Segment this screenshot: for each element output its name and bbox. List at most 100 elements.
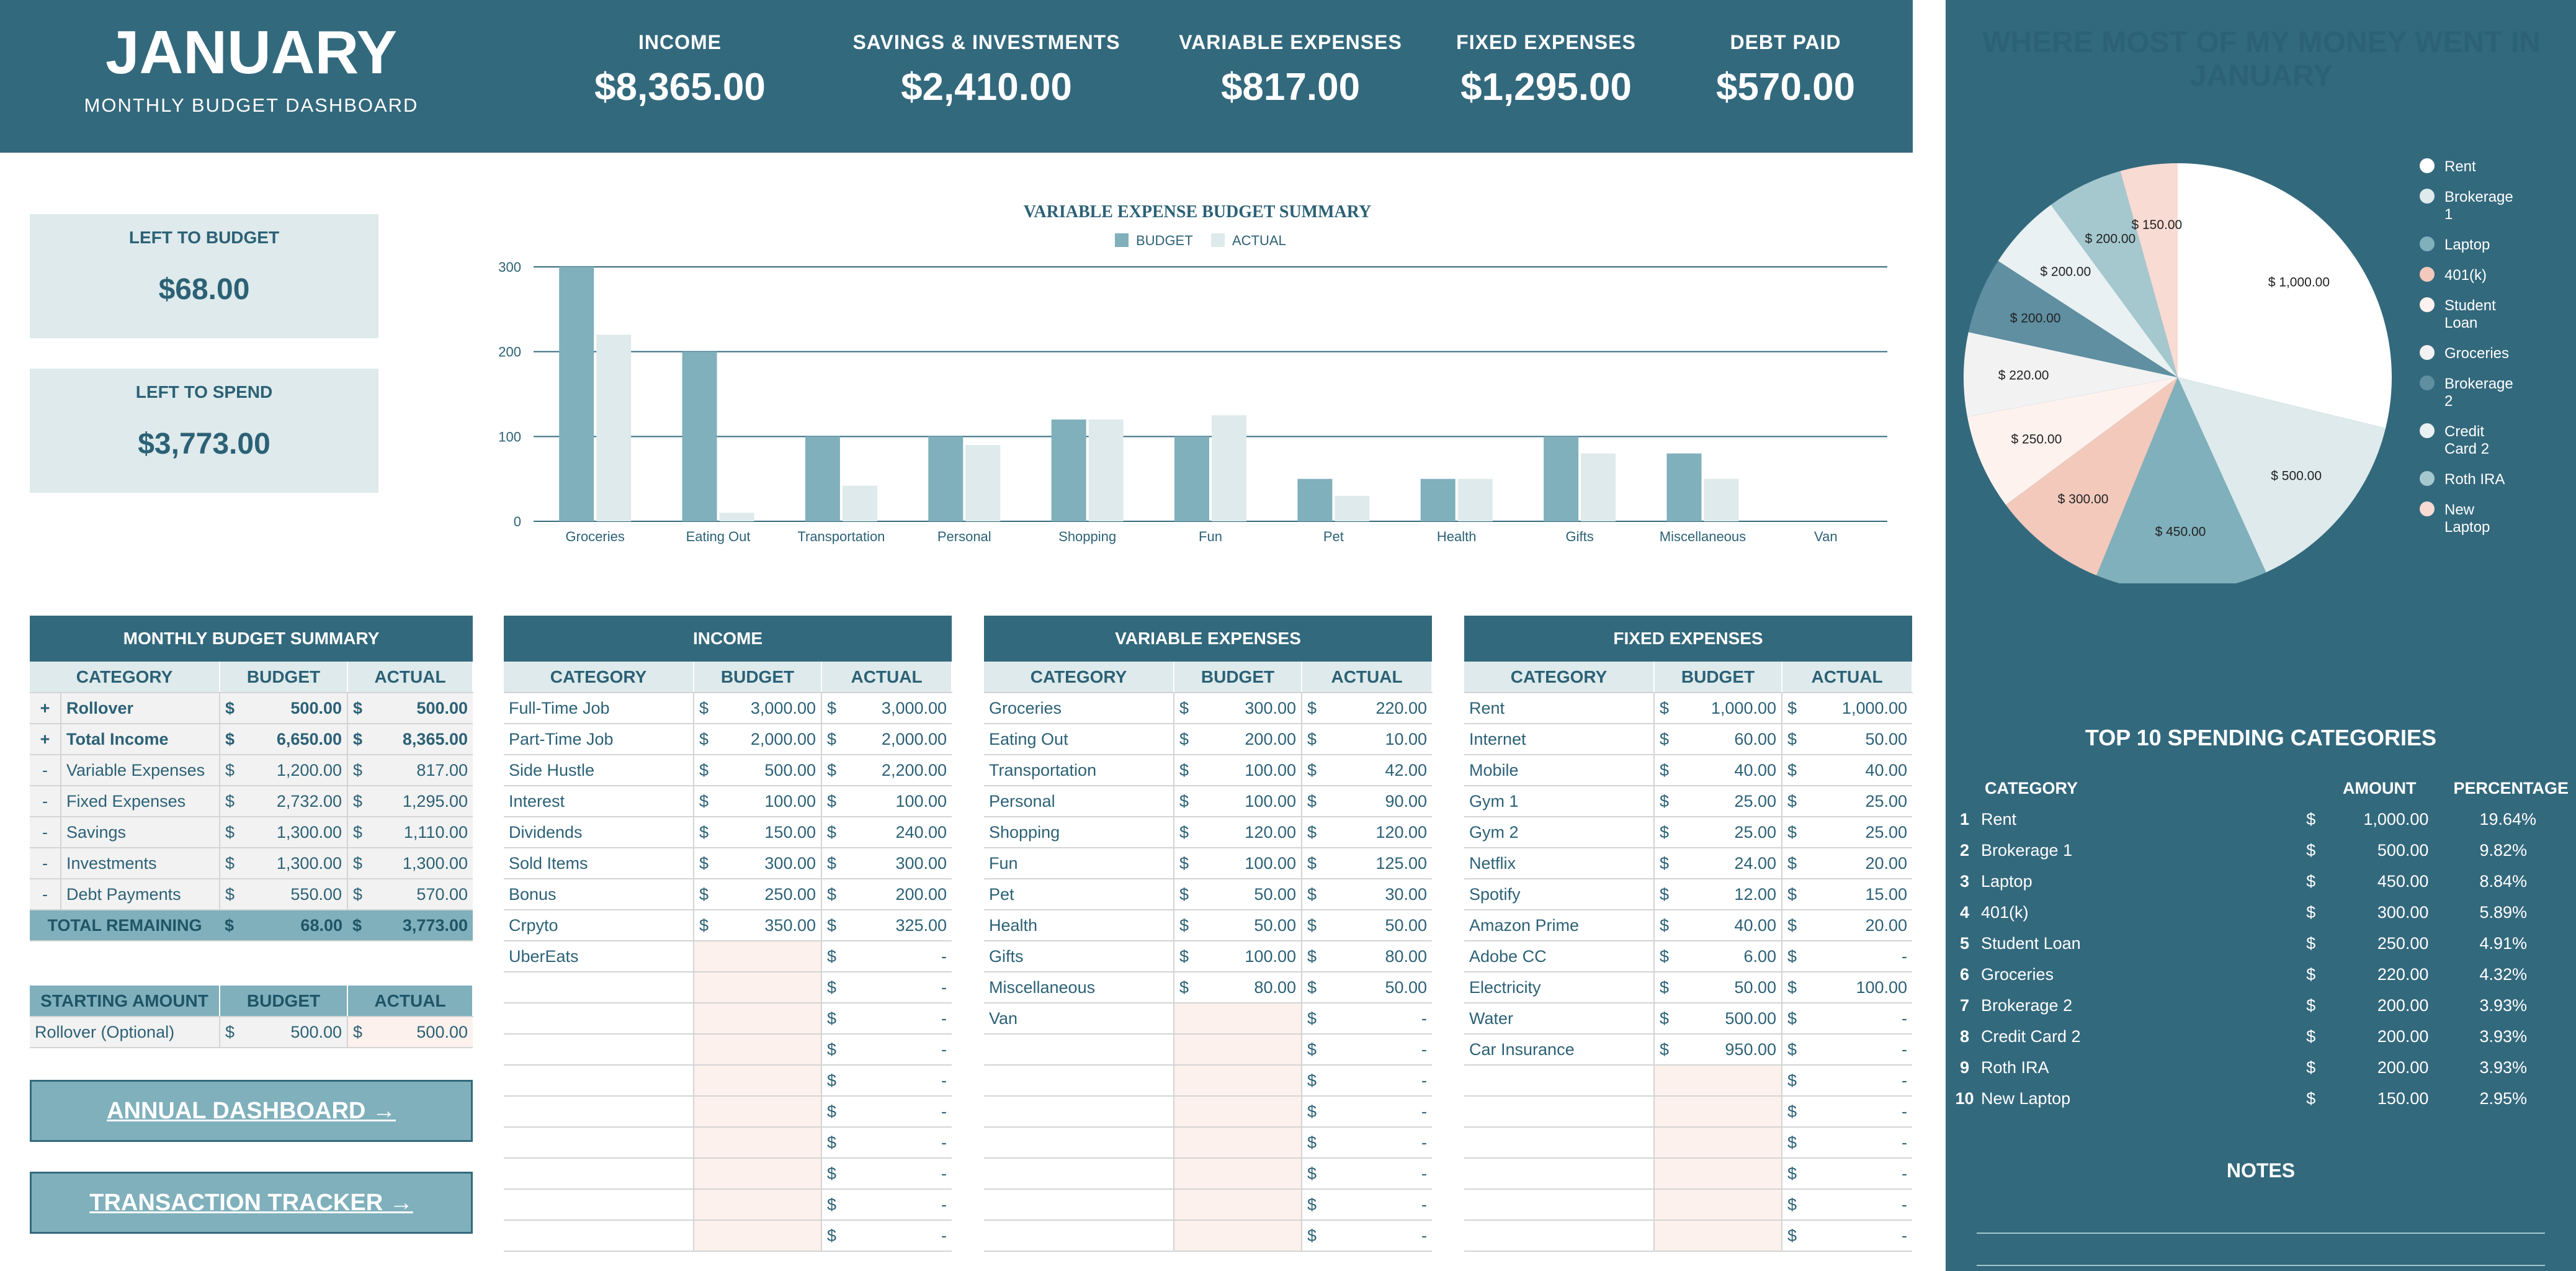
table-title: VARIABLE EXPENSES bbox=[984, 616, 1433, 662]
legend-swatch bbox=[1211, 233, 1225, 247]
x-tick-label: Eating Out bbox=[686, 529, 751, 544]
bar-actual bbox=[1212, 415, 1246, 521]
table-row: Miscellaneous $80.00 $50.00 bbox=[984, 972, 1433, 1004]
kpi-variable: VARIABLE EXPENSES $817.00 bbox=[1179, 31, 1402, 109]
table-row: 8 Credit Card 2 $200.00 3.93% bbox=[1959, 1026, 2527, 1046]
pie-slice-label: $ 250.00 bbox=[2011, 432, 2062, 446]
table-row: Amazon Prime $40.00 $20.00 bbox=[1464, 910, 1913, 941]
pie-slice bbox=[2120, 163, 2178, 377]
table-row: 6 Groceries $220.00 4.32% bbox=[1959, 964, 2527, 984]
left-to-budget-box: LEFT TO BUDGET $68.00 bbox=[30, 214, 378, 338]
kpi-fixed: FIXED EXPENSES $1,295.00 bbox=[1456, 31, 1636, 109]
bar-budget bbox=[1051, 420, 1086, 521]
table-row: - Savings $1,300.00 $1,110.00 bbox=[30, 817, 473, 848]
bar-budget bbox=[1544, 436, 1579, 521]
table-row: $ - bbox=[984, 1034, 1433, 1066]
legend-label: Roth IRA bbox=[2444, 471, 2505, 488]
table-row: Gym 2 $25.00 $25.00 bbox=[1464, 817, 1913, 848]
y-tick-label: 100 bbox=[498, 429, 521, 444]
table-row: Bonus $250.00 $200.00 bbox=[504, 879, 952, 910]
pie-slice bbox=[1998, 204, 2178, 377]
pie-slice bbox=[2178, 377, 2386, 573]
bar-budget bbox=[682, 351, 717, 521]
legend-item: New Laptop bbox=[2420, 501, 2519, 536]
table-row: UberEats $ - bbox=[504, 941, 952, 972]
legend-label: New Laptop bbox=[2444, 501, 2490, 536]
legend-item: Credit Card 2 bbox=[2420, 423, 2519, 458]
table-row: Groceries $300.00 $220.00 bbox=[984, 693, 1433, 724]
table-row: Crpyto $350.00 $325.00 bbox=[504, 910, 952, 941]
table-row: + Total Income $6,650.00 $8,365.00 bbox=[30, 724, 473, 755]
pie-legend: Rent Brokerage 1 Laptop 401(k) Student Loan G… bbox=[2420, 158, 2519, 549]
legend-label: Brokerage 2 bbox=[2444, 375, 2513, 410]
y-tick-label: 200 bbox=[498, 344, 521, 360]
table-title: MONTHLY BUDGET SUMMARY bbox=[30, 616, 473, 662]
column-header: CATEGORY bbox=[1464, 662, 1655, 693]
pie-slice-label: $ 220.00 bbox=[1998, 369, 2049, 383]
x-tick-label: Groceries bbox=[566, 529, 625, 544]
table-row: 4 401(k) $300.00 5.89% bbox=[1959, 902, 2527, 922]
legend-dot-icon bbox=[2420, 189, 2435, 204]
transaction-tracker-button[interactable]: TRANSACTION TRACKER → bbox=[30, 1172, 473, 1234]
table-row: $ - bbox=[984, 1158, 1433, 1190]
bar-actual bbox=[1088, 420, 1124, 521]
table-row: Car Insurance $950.00 $ - bbox=[1464, 1034, 1913, 1066]
column-header: CATEGORY bbox=[30, 662, 220, 693]
table-row: $ - bbox=[1464, 1065, 1913, 1097]
table-row: $ - bbox=[984, 1189, 1433, 1221]
table-row: $ - bbox=[1464, 1096, 1913, 1128]
table-row: 1 Rent $1,000.00 19.64% bbox=[1959, 809, 2537, 829]
bar-actual bbox=[719, 513, 754, 521]
column-header: BUDGET bbox=[694, 662, 822, 693]
table-row: 5 Student Loan $250.00 4.91% bbox=[1959, 933, 2527, 953]
header-bar bbox=[0, 0, 1913, 153]
x-tick-label: Fun bbox=[1199, 529, 1222, 544]
dashboard-subtitle: MONTHLY BUDGET DASHBOARD bbox=[84, 94, 419, 116]
pie-slice-label: $ 300.00 bbox=[2058, 492, 2109, 506]
column-header: ACTUAL bbox=[347, 986, 473, 1017]
spending-pie-chart: $ 1,000.00 $ 500.00 $ 450.00 $ 300.00 $ 250.… bbox=[1964, 163, 2392, 583]
legend-item: Roth IRA bbox=[2420, 471, 2519, 488]
x-tick-label: Van bbox=[1814, 529, 1838, 544]
bar-actual bbox=[965, 445, 1001, 521]
legend-label: ACTUAL bbox=[1232, 233, 1286, 248]
table-title: INCOME bbox=[504, 616, 952, 662]
table-row: Personal $100.00 $90.00 bbox=[984, 786, 1433, 817]
kpi-income: INCOME $8,365.00 bbox=[594, 31, 766, 109]
total-remaining-row: TOTAL REMAINING $68.00 $3,773.00 bbox=[30, 910, 473, 941]
income-table: INCOME CATEGORY BUDGET ACTUAL Full-Time Job $… bbox=[504, 616, 953, 1252]
legend-dot-icon bbox=[2420, 423, 2435, 438]
legend-label: Groceries bbox=[2444, 345, 2510, 362]
table-row: $ - bbox=[504, 1065, 952, 1097]
table-row: Van $ - bbox=[984, 1003, 1433, 1035]
notes-line bbox=[1977, 1265, 2545, 1266]
table-row: Mobile $40.00 $40.00 bbox=[1464, 755, 1913, 786]
table-row: Interest $100.00 $100.00 bbox=[504, 786, 952, 817]
legend-label: Rent bbox=[2444, 158, 2476, 175]
table-row: Sold Items $300.00 $300.00 bbox=[504, 848, 952, 879]
pie-slice-label: $ 1,000.00 bbox=[2268, 276, 2330, 290]
bar-budget bbox=[1420, 478, 1456, 521]
bar-budget bbox=[1174, 436, 1209, 521]
table-row: $ - bbox=[984, 1096, 1433, 1128]
table-row: $ - bbox=[1464, 1158, 1913, 1190]
table-row: Shopping $120.00 $120.00 bbox=[984, 817, 1433, 848]
legend-dot-icon bbox=[2420, 375, 2435, 390]
table-row: $ - bbox=[1464, 1220, 1913, 1252]
table-row: Electricity $50.00 $100.00 bbox=[1464, 972, 1913, 1004]
table-row: $ - bbox=[504, 1096, 952, 1128]
pie-slice-label: $ 200.00 bbox=[2085, 232, 2135, 246]
annual-dashboard-button[interactable]: ANNUAL DASHBOARD → bbox=[30, 1080, 473, 1142]
bar-budget bbox=[1666, 453, 1702, 521]
pie-slice bbox=[1967, 377, 2178, 505]
table-row: + Rollover $500.00 $500.00 bbox=[30, 693, 473, 724]
pie-slice bbox=[2178, 163, 2392, 428]
table-row: - Variable Expenses $1,200.00 $817.00 bbox=[30, 755, 473, 786]
x-tick-label: Miscellaneous bbox=[1660, 529, 1746, 544]
table-row: - Debt Payments $550.00 $570.00 bbox=[30, 879, 473, 910]
table-row: $ - bbox=[984, 1220, 1433, 1252]
legend-dot-icon bbox=[2420, 267, 2435, 282]
bar-actual bbox=[1335, 496, 1370, 521]
column-header: STARTING AMOUNT bbox=[30, 986, 220, 1017]
x-tick-label: Health bbox=[1437, 529, 1477, 544]
